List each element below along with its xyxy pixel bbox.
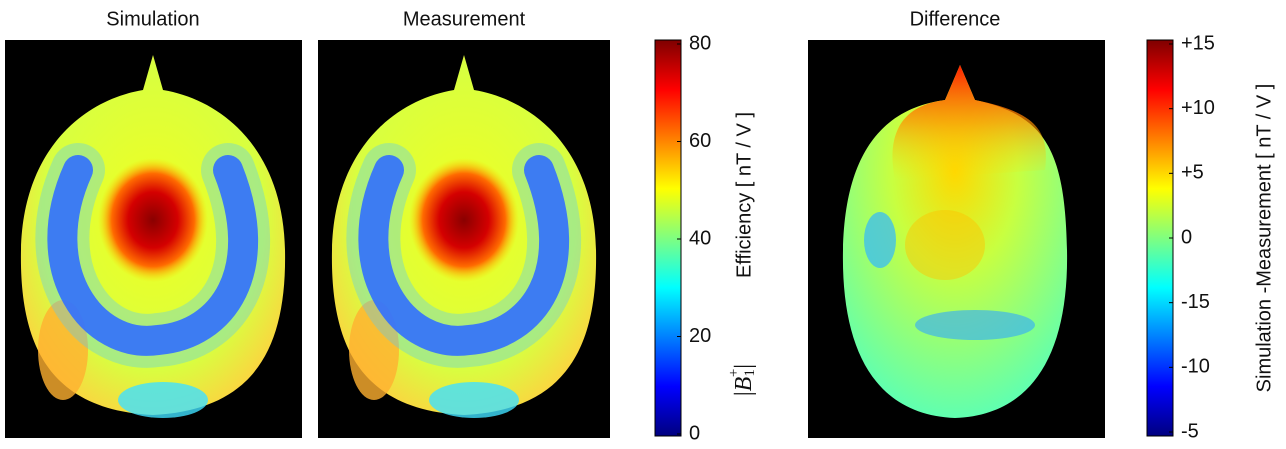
colorbar-label: Efficiency [ nT / V ]	[733, 112, 755, 278]
symbol-part: B	[731, 376, 757, 391]
symbol-part: |	[731, 364, 757, 369]
colorbar-symbol: |B1+|	[726, 364, 758, 396]
figure: Simulation Measurement 80 60 40 20 0 Efficie…	[0, 0, 1286, 449]
symbol-part: +	[726, 369, 742, 377]
tick-label: 0	[689, 422, 700, 444]
tick-label: 20	[689, 325, 711, 347]
tick-label: 60	[689, 130, 711, 152]
symbol-part: 1	[742, 369, 758, 377]
tick-label: 80	[689, 32, 711, 54]
panel-title: Difference	[910, 8, 1001, 30]
panel-title: Simulation	[106, 8, 199, 30]
tick-label: -15	[1181, 291, 1210, 313]
tick-label: +15	[1181, 32, 1215, 54]
panel-title: Measurement	[403, 8, 526, 30]
tick-label: 40	[689, 227, 711, 249]
tick-label: 0	[1181, 226, 1192, 248]
colorbar-label: Simulation -Measurement [ nT / V ]	[1253, 84, 1275, 393]
colorbar	[655, 40, 681, 436]
tick-label: +5	[1181, 162, 1204, 184]
tick-label: +10	[1181, 97, 1215, 119]
tick-label: -5	[1181, 420, 1199, 442]
tick-label: -10	[1181, 356, 1210, 378]
